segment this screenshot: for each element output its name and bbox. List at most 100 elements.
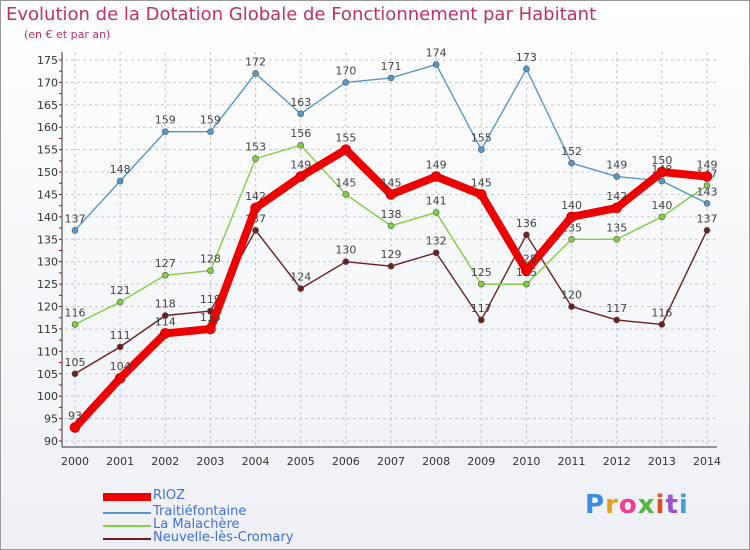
data-label-neuvelle-les-cromary: 137	[697, 212, 718, 225]
data-point-neuvelle-les-cromary	[613, 316, 621, 324]
x-tick-label: 2010	[512, 455, 540, 468]
data-label-traitiefontaine: 159	[155, 114, 176, 127]
data-point-rioz	[701, 171, 713, 182]
data-label-rioz: 142	[245, 190, 266, 203]
data-point-traitiefontaine	[252, 70, 259, 77]
data-point-la-malachere	[207, 267, 214, 274]
x-tick-label: 2001	[106, 455, 134, 468]
data-point-rioz	[340, 144, 352, 155]
data-label-la-malachere: 141	[426, 194, 447, 207]
data-label-neuvelle-les-cromary: 116	[651, 306, 672, 319]
x-tick-label: 2000	[61, 455, 89, 468]
data-label-rioz: 114	[155, 315, 176, 328]
data-point-rioz	[430, 171, 442, 182]
chart-title: Evolution de la Dotation Globale de Fonc…	[6, 4, 597, 25]
data-label-traitiefontaine: 163	[290, 96, 311, 109]
data-point-rioz	[611, 202, 623, 214]
data-label-rioz: 115	[200, 311, 221, 324]
data-label-neuvelle-les-cromary: 129	[381, 248, 402, 261]
y-tick-label: 115	[37, 323, 58, 336]
data-point-traitiefontaine	[432, 61, 440, 68]
data-point-traitiefontaine	[161, 128, 169, 136]
x-tick-label: 2006	[332, 455, 360, 468]
data-label-neuvelle-les-cromary: 111	[110, 329, 131, 342]
data-label-la-malachere: 140	[651, 199, 672, 212]
data-point-traitiefontaine	[71, 227, 79, 234]
data-label-neuvelle-les-cromary: 118	[155, 297, 176, 310]
data-label-rioz: 155	[335, 132, 356, 145]
data-label-la-malachere: 145	[335, 176, 356, 189]
y-tick-label: 175	[37, 54, 58, 67]
data-point-neuvelle-les-cromary	[523, 231, 530, 239]
data-label-traitiefontaine: 172	[245, 55, 266, 68]
data-point-la-malachere	[432, 209, 440, 216]
data-label-traitiefontaine: 152	[561, 145, 582, 158]
data-label-neuvelle-les-cromary: 130	[335, 244, 356, 257]
x-tick-label: 2004	[242, 455, 270, 468]
data-label-neuvelle-les-cromary: 105	[65, 356, 86, 369]
legend-item-traitiefontaine: Traitiéfontaine	[103, 504, 363, 521]
data-label-traitiefontaine: 174	[426, 46, 447, 59]
data-label-la-malachere: 128	[200, 253, 221, 266]
data-point-rioz	[566, 211, 577, 223]
data-label-la-malachere: 127	[155, 257, 176, 270]
logo-letter: P	[585, 490, 606, 520]
y-tick-label: 145	[37, 188, 58, 201]
data-label-la-malachere: 156	[290, 127, 311, 140]
data-point-rioz	[656, 166, 668, 178]
data-label-traitiefontaine: 155	[471, 132, 492, 145]
legend-swatch-rioz	[103, 493, 151, 501]
y-tick-label: 160	[37, 121, 58, 134]
proxiti-logo: Proxiti	[585, 490, 689, 520]
data-point-rioz	[159, 328, 171, 339]
data-label-la-malachere: 116	[65, 306, 86, 319]
data-label-neuvelle-les-cromary: 117	[471, 302, 492, 315]
x-tick-label: 2013	[648, 455, 676, 468]
y-tick-label: 125	[37, 278, 58, 291]
x-tick-label: 2008	[422, 455, 450, 468]
data-point-neuvelle-les-cromary	[342, 258, 350, 266]
y-tick-label: 110	[37, 345, 58, 358]
data-label-neuvelle-les-cromary: 120	[561, 289, 582, 302]
data-point-la-malachere	[477, 280, 485, 288]
legend-label-neuvelle: Neuvelle-lès-Cromary	[153, 530, 294, 545]
data-point-la-malachere	[252, 155, 259, 162]
data-label-rioz: 142	[606, 190, 627, 203]
data-label-rioz: 140	[561, 199, 582, 212]
data-point-rioz	[521, 265, 532, 276]
x-tick-label: 2011	[558, 455, 586, 468]
data-label-rioz: 104	[110, 360, 131, 373]
data-point-traitiefontaine	[523, 65, 530, 73]
data-label-traitiefontaine: 149	[606, 159, 627, 172]
data-label-neuvelle-les-cromary: 132	[426, 235, 447, 248]
y-tick-label: 130	[37, 256, 58, 269]
y-tick-label: 140	[37, 211, 58, 224]
y-tick-label: 100	[37, 390, 58, 403]
y-tick-label: 150	[37, 166, 58, 179]
data-point-rioz	[250, 202, 261, 214]
data-label-rioz: 149	[697, 159, 718, 172]
data-label-la-malachere: 153	[245, 141, 266, 154]
data-label-traitiefontaine: 170	[335, 64, 356, 77]
data-point-rioz	[475, 189, 487, 200]
y-tick-label: 170	[37, 76, 58, 89]
x-tick-label: 2014	[693, 455, 721, 468]
data-point-rioz	[205, 323, 216, 335]
data-point-la-malachere	[703, 182, 711, 189]
y-tick-label: 155	[37, 144, 58, 157]
data-point-rioz	[114, 372, 126, 384]
data-point-traitiefontaine	[477, 146, 485, 153]
data-label-la-malachere: 121	[110, 284, 131, 297]
data-point-traitiefontaine	[613, 173, 621, 180]
data-point-la-malachere	[161, 271, 169, 279]
data-label-traitiefontaine: 173	[516, 51, 537, 64]
data-point-traitiefontaine	[658, 177, 666, 185]
data-point-traitiefontaine	[207, 128, 214, 136]
x-tick-label: 2012	[603, 455, 631, 468]
logo-letter: r	[605, 490, 619, 520]
data-point-rioz	[385, 189, 397, 200]
x-tick-label: 2005	[287, 455, 315, 468]
data-label-neuvelle-les-cromary: 136	[516, 217, 537, 230]
data-label-traitiefontaine: 159	[200, 114, 221, 127]
